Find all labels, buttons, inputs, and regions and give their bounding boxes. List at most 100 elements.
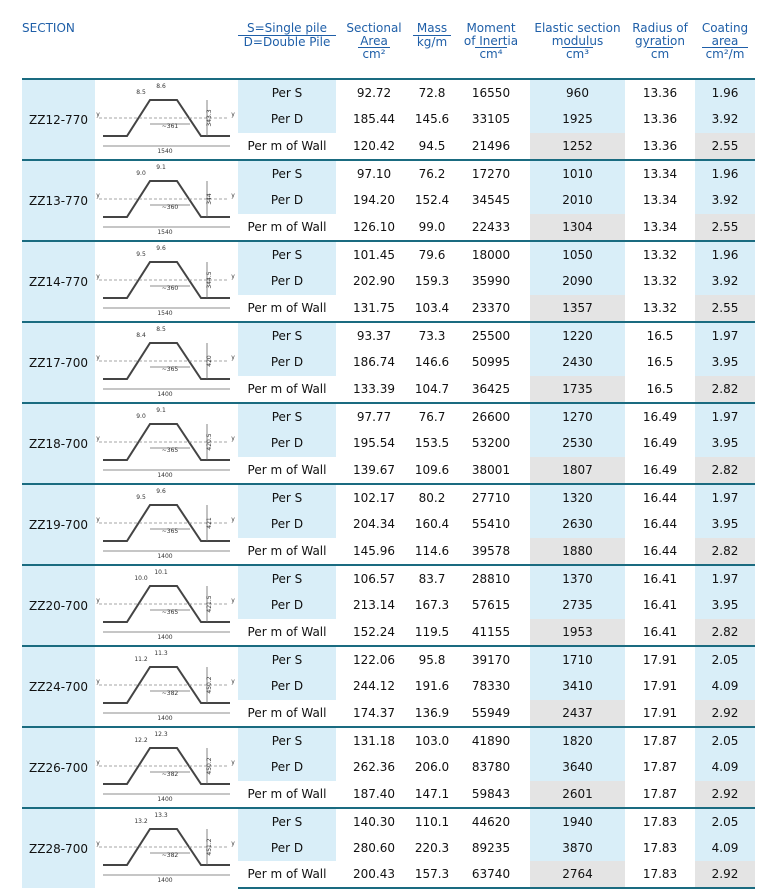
cell: 2735 [530,592,625,619]
cell: 3870 [530,835,625,861]
cell: 152.4 [414,193,450,208]
cell: 55410 [471,517,511,532]
cell: 147.1 [412,780,452,810]
axis-label: y [96,597,100,604]
sketch-cell: 11.2 11.3 ~382 450.2 1400 y y [95,645,238,727]
total-width: 1540 [157,229,172,236]
cell: 1220 [530,320,625,350]
cell: 13.32 [625,239,695,269]
cell: 3.95 [695,592,755,619]
cell: 200.43 [336,860,412,889]
table-row: Per D 204.34 160.4 55410 2630 16.44 3.95 [22,511,755,538]
cell: 1.96 [695,77,755,107]
axis-label: y [96,435,100,442]
cell: 94.5 [412,132,452,162]
cell: 139.67 [336,456,412,486]
table-row: Per m of Wall 145.96 114.6 39578 1880 16.44 2.… [22,537,755,567]
cell: 13.34 [625,158,695,188]
axis-label: y [231,759,235,766]
table-row: ZZ19-700 9.5 9.6 ~365 421 1400 y y Per S 102.17 80… [22,482,755,565]
cell: 73.3 [412,320,452,350]
header-line: Mass [416,21,448,35]
cell: 16.5 [646,355,674,370]
total-width: 1400 [157,796,172,803]
row-label: Per m of Wall [238,213,336,243]
flange-thickness: 12.2 [134,737,148,744]
flange-thickness: 9.0 [136,170,146,177]
axis-label: y [96,354,100,361]
row-label: Per S [238,77,336,107]
height-label: 344.5 [206,271,213,288]
profile [103,504,230,542]
cell: 2530 [530,430,625,457]
cell: 23370 [452,294,530,324]
row-label: Per m of Wall [238,699,336,729]
table-row: Per D 194.20 152.4 34545 2010 13.34 3.92 [22,187,755,214]
cell: 3.95 [695,430,755,457]
row-label: Per D [238,592,336,619]
cell: 167.3 [414,598,450,613]
flange-thickness: 8.4 [136,332,146,339]
cell: 1370 [530,563,625,593]
profile-sketch: 11.2 11.3 ~382 450.2 1400 y y [96,650,235,722]
width-label: ~365 [162,366,179,373]
header-cell: Coating area cm²/m [695,22,755,61]
row-label: Per S [238,725,336,755]
section-name: ZZ18-700 [22,402,95,484]
table-row: Per m of Wall 126.10 99.0 22433 1304 13.34 2.5… [22,213,755,243]
cell: 206.0 [414,760,450,775]
header-unit: cm⁴ [475,47,507,61]
cell: 17.83 [642,840,678,855]
header-cell: SECTION [22,22,95,35]
cell: 213.14 [353,598,395,613]
cell: 110.1 [412,807,452,835]
width-label: ~382 [162,852,179,859]
table-row: ZZ28-700 13.2 13.3 ~382 451.2 1400 y y Per S 140.… [22,807,755,888]
section-name: ZZ24-700 [22,645,95,727]
cell: 83.7 [412,563,452,593]
cell: 133.39 [336,375,412,405]
table-row: ZZ26-700 12.2 12.3 ~382 450.2 1400 y y Per S 131.… [22,725,755,808]
height-label: 451.2 [206,838,213,855]
flange-thickness: 9.5 [136,251,146,258]
cell: 2.82 [695,618,755,648]
flange-thickness: 9.0 [136,413,146,420]
cell: 16.5 [625,320,695,350]
table-row: Per m of Wall 152.24 119.5 41155 1953 16.41 2.… [22,618,755,648]
cell: 72.8 [412,77,452,107]
cell: 109.6 [412,456,452,486]
axis-label: y [231,354,235,361]
cell: 152.24 [336,618,412,648]
flange-thickness: 13.2 [134,818,148,825]
cell: 16.44 [642,517,678,532]
cell: 2601 [530,780,625,810]
height-label: 421.5 [206,595,213,612]
cell: 92.72 [336,77,412,107]
axis-label: y [231,435,235,442]
sketch-cell: 12.2 12.3 ~382 450.2 1400 y y [95,726,238,808]
cell: 17.83 [625,807,695,835]
profile [103,666,230,704]
profile [103,342,230,380]
axis-label: y [96,111,100,118]
table-row: Per D 195.54 153.5 53200 2530 16.49 3.95 [22,430,755,457]
width-label: ~360 [162,204,179,211]
cell: 2.05 [695,725,755,755]
header-line: SECTION [22,21,75,35]
cell: 26600 [452,401,530,431]
cell: 1820 [530,725,625,755]
row-label: Per m of Wall [238,375,336,405]
sketch-cell: 9.5 9.6 ~360 344.5 1540 y y [95,240,238,322]
width-label: ~365 [162,528,179,535]
cell: 1010 [530,158,625,188]
cell: 131.18 [336,725,412,755]
cell: 126.10 [336,213,412,243]
axis-label: y [96,840,100,847]
profile [103,747,230,785]
cell: 38001 [452,456,530,486]
total-width: 1400 [157,877,172,884]
profile [103,261,230,299]
axis-label: y [231,678,235,685]
cell: 101.45 [336,239,412,269]
cell: 57615 [471,598,511,613]
